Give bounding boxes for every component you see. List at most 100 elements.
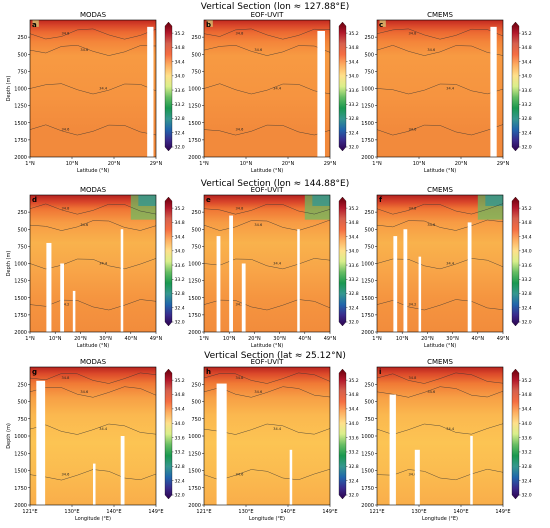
contour-line <box>29 423 157 435</box>
colorbar-tick-label: 33.6 <box>349 263 359 269</box>
contour-line <box>203 124 331 136</box>
x-tick-label: 49°N <box>150 336 163 342</box>
x-tick-label: 29°N <box>150 161 163 167</box>
y-tick-label: 1000 <box>14 262 27 268</box>
y-tick-label: 250 <box>364 35 374 41</box>
colorbar-tick-label: 32.4 <box>175 478 185 484</box>
x-tick-label: 1°N <box>199 336 209 342</box>
data-gap <box>297 229 300 332</box>
data-gap <box>36 380 46 505</box>
colorbar-tick-label: 32.0 <box>522 493 532 499</box>
panel-f: CMEMS 34.8 34.6 34.4 34.2 f 250 500 750 1000 1250 1… <box>361 186 532 349</box>
y-tick-label: 1250 <box>361 279 374 285</box>
contour-label: 34.6 <box>80 390 88 394</box>
colorbar-tick-label: 34.8 <box>522 45 532 51</box>
y-tick-label: 500 <box>17 400 27 406</box>
colorbar-tick-label: 34.0 <box>522 421 532 427</box>
x-tick-label: 140°E <box>453 509 468 515</box>
x-tick-label: 10°N <box>223 336 236 342</box>
y-tick-label: 1250 <box>14 279 27 285</box>
y-tick-label: 1250 <box>188 279 201 285</box>
colorbar-tick-label: 32.0 <box>349 493 359 499</box>
x-tick-label: 149°E <box>148 509 163 515</box>
salinity-field <box>204 20 330 157</box>
x-tick-label: 121°E <box>196 509 211 515</box>
x-axis-label: Longitude (°E) <box>249 516 285 522</box>
panel-d: MODAS 34.8 34.6 34.4 34.2 d 250 500 750 1000 1250 1… <box>6 186 185 349</box>
colorbar <box>338 21 347 152</box>
y-tick-label: 1500 <box>14 469 27 475</box>
y-tick-label: 1250 <box>14 104 27 110</box>
y-tick-label: 1500 <box>188 469 201 475</box>
contour-line <box>29 124 157 136</box>
y-tick-label: 1250 <box>188 104 201 110</box>
colorbar-tick-label: 32.4 <box>522 305 532 311</box>
colorbar-tick-label: 34.4 <box>522 59 532 65</box>
contour-label: 34.8 <box>409 32 417 36</box>
contour-line <box>376 45 504 56</box>
x-tick-label: 1°N <box>25 161 35 167</box>
contour-label: 34.2 <box>409 303 417 307</box>
row-title-2: Vertical Section (lon ≈ 144.88°E) <box>201 179 350 189</box>
y-tick-label: 1000 <box>361 262 374 268</box>
colorbar-tick-label: 33.2 <box>175 277 185 283</box>
y-tick-label: 2000 <box>14 503 27 509</box>
contour-label: 34.6 <box>236 128 244 132</box>
colorbar <box>338 196 347 327</box>
x-axis-label: Latitude (°N) <box>424 343 456 349</box>
contour-line <box>29 28 157 40</box>
y-tick-label: 750 <box>17 69 27 75</box>
panel-title: EOF-UVIT <box>251 11 284 19</box>
x-tick-label: 29°N <box>497 161 510 167</box>
y-tick-label: 1750 <box>361 313 374 319</box>
x-tick-label: 40°N <box>298 336 311 342</box>
data-gap <box>216 383 227 505</box>
y-tick-label: 2000 <box>361 330 374 336</box>
y-tick-label: 750 <box>364 417 374 423</box>
panel-h: EOF-UVIT 34.8 34.6 34.4 34.6 h 250 500 750 1000 12… <box>188 358 359 522</box>
y-tick-label: 500 <box>17 227 27 233</box>
colorbar-tick-label: 34.0 <box>522 74 532 80</box>
y-tick-label: 1000 <box>188 87 201 93</box>
y-tick-label: 250 <box>17 210 27 216</box>
contour-label: 34.4 <box>446 87 455 91</box>
y-tick-label: 500 <box>364 227 374 233</box>
contour-label: 34.4 <box>273 262 282 266</box>
y-tick-label: 1750 <box>361 138 374 144</box>
y-tick-label: 2000 <box>361 155 374 161</box>
row-title-1: Vertical Section (lon ≈ 127.88°E) <box>201 2 350 12</box>
y-tick-label: 500 <box>191 52 201 58</box>
y-axis-label: Depth (m) <box>6 423 12 449</box>
x-tick-label: 121°E <box>369 509 384 515</box>
colorbar-tick-label: 35.2 <box>522 31 532 37</box>
x-axis-label: Longitude (°E) <box>75 516 111 522</box>
panel-letter: h <box>206 368 211 376</box>
y-tick-label: 750 <box>364 69 374 75</box>
y-tick-label: 500 <box>17 52 27 58</box>
y-tick-label: 750 <box>17 244 27 250</box>
contour-label: 34.6 <box>62 128 70 132</box>
panel-letter: a <box>32 21 37 29</box>
x-tick-label: 1°N <box>25 336 35 342</box>
y-tick-label: 1500 <box>188 296 201 302</box>
x-tick-label: 10°N <box>49 336 62 342</box>
y-tick-label: 1000 <box>188 434 201 440</box>
x-axis-label: Latitude (°N) <box>77 168 109 174</box>
contour-line <box>29 203 157 215</box>
x-tick-label: 20°N <box>74 336 87 342</box>
y-tick-label: 750 <box>191 244 201 250</box>
x-tick-label: 149°E <box>322 509 337 515</box>
colorbar <box>164 196 173 327</box>
panel-title: MODAS <box>80 358 107 366</box>
x-tick-label: 20°N <box>282 161 295 167</box>
colorbar-tick-label: 32.8 <box>349 464 359 470</box>
contour-label: 34.6 <box>409 128 417 132</box>
colorbar-tick-label: 34.0 <box>522 249 532 255</box>
colorbar-tick-label: 33.2 <box>175 450 185 456</box>
panel-title: CMEMS <box>427 186 453 194</box>
colorbar-tick-label: 32.8 <box>349 116 359 122</box>
colorbar <box>511 21 520 152</box>
contour-label: 34.6 <box>80 223 88 227</box>
contour-label: 34.2 <box>236 303 244 307</box>
y-tick-label: 1250 <box>361 104 374 110</box>
